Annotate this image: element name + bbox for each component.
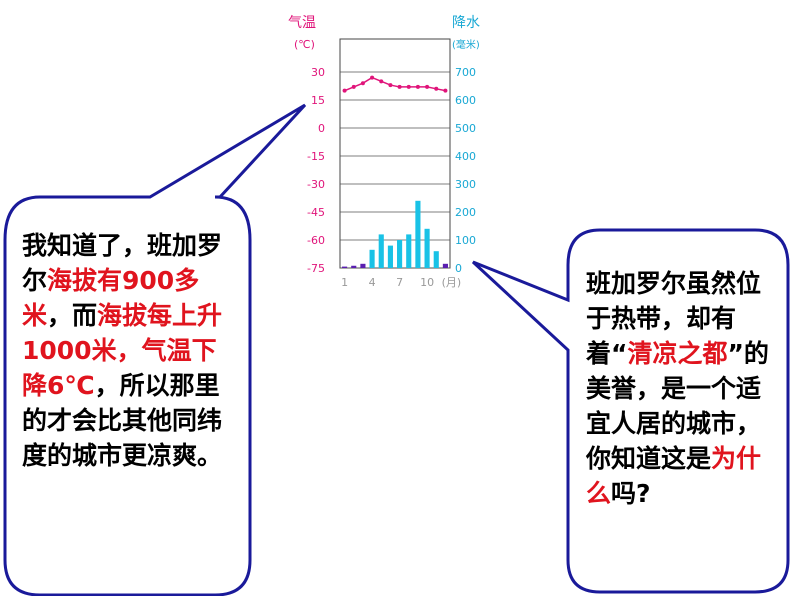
precip-tick-label: 100: [455, 234, 476, 247]
temperature-point: [443, 88, 448, 93]
right-bubble-segment: 为什么: [586, 444, 762, 508]
temperature-point: [360, 81, 365, 86]
precip-axis-unit: (毫米): [452, 38, 480, 51]
month-tick-label: 10: [420, 276, 434, 289]
precipitation-bar: [415, 200, 421, 268]
precip-tick-label: 500: [455, 122, 476, 135]
right-bubble-segment: ”的美誉，是一个适宜人居的城市，你知道这是: [586, 339, 769, 473]
precip-tick-label: 600: [455, 94, 476, 107]
precipitation-bar: [387, 245, 393, 268]
precipitation-bar: [397, 240, 403, 268]
temp-tick-label: -60: [307, 234, 325, 247]
month-tick-label: 4: [369, 276, 376, 289]
right-bubble-segment: 班加罗尔虽然位于热带，却有着“: [586, 269, 762, 368]
right-speech-bubble: [471, 228, 790, 594]
left-speech-bubble: [3, 103, 307, 596]
temp-axis-unit: (℃): [294, 38, 315, 51]
right-bubble-text: 班加罗尔虽然位于热带，却有着“清凉之都”的美誉，是一个适宜人居的城市，你知道这是…: [586, 266, 776, 511]
precipitation-bar: [433, 251, 439, 268]
temperature-point: [379, 79, 384, 84]
precipitation-bar: [360, 263, 366, 268]
temperature-line: [342, 75, 448, 93]
temperature-point: [415, 84, 420, 89]
axis-ticks: 30150-15-30-45-60-7570060050040030020010…: [307, 66, 476, 289]
precip-tick-label: 700: [455, 66, 476, 79]
month-tick-label: (月): [442, 276, 462, 289]
temp-tick-label: -75: [307, 262, 325, 275]
precipitation-bar: [342, 266, 348, 268]
temperature-polyline: [344, 76, 446, 92]
temp-tick-label: 15: [311, 94, 325, 107]
left-bubble-segment: 我知道了，班加罗尔: [22, 231, 223, 295]
precipitation-bar: [442, 263, 448, 268]
temp-axis-title: 气温: [288, 15, 316, 31]
precipitation-bar: [424, 228, 430, 268]
temperature-point: [342, 88, 347, 93]
precipitation-bar: [406, 234, 412, 268]
precip-tick-label: 200: [455, 206, 476, 219]
precip-tick-label: 300: [455, 178, 476, 191]
month-tick-label: 7: [396, 276, 403, 289]
plot-frame: [339, 38, 451, 269]
precipitation-bar: [351, 265, 357, 268]
month-tick-label: 1: [341, 276, 348, 289]
chart-grid: [339, 38, 451, 269]
temp-tick-label: -45: [307, 206, 325, 219]
right-bubble-segment: 吗?: [611, 479, 651, 508]
precip-tick-label: 0: [455, 262, 462, 275]
temperature-point: [434, 86, 439, 91]
temperature-point: [351, 84, 356, 89]
left-bubble-segment: ，而: [47, 301, 98, 330]
precip-tick-label: 400: [455, 150, 476, 163]
left-bubble-segment: 海拔每上升1000米，气温下降6℃: [22, 301, 223, 400]
precipitation-bars: [342, 200, 448, 268]
precipitation-bar: [369, 249, 375, 268]
left-bubble-text: 我知道了，班加罗尔海拔有900多米，而海拔每上升1000米，气温下降6℃，所以那…: [22, 228, 237, 473]
temperature-point: [425, 84, 430, 89]
temp-tick-label: 30: [311, 66, 325, 79]
precip-axis-title: 降水量: [452, 15, 480, 31]
temp-tick-label: -15: [307, 150, 325, 163]
right-bubble-segment: 清凉之都: [627, 339, 728, 368]
left-bubble-segment: 海拔有900多米: [22, 266, 200, 330]
climate-chart: 气温 (℃) 降水量 (毫米) 30 15 0 -15 -30 -45 -60 -75 700 6…: [288, 15, 480, 289]
precipitation-bar: [378, 234, 384, 268]
temperature-point: [397, 84, 402, 89]
temp-tick-label: 0: [318, 122, 325, 135]
left-bubble-segment: ，所以那里的才会比其他同纬度的城市更凉爽。: [22, 371, 223, 470]
temperature-point: [406, 84, 411, 89]
temperature-point: [388, 83, 393, 88]
temp-tick-label: -30: [307, 178, 325, 191]
temperature-point: [370, 75, 375, 80]
